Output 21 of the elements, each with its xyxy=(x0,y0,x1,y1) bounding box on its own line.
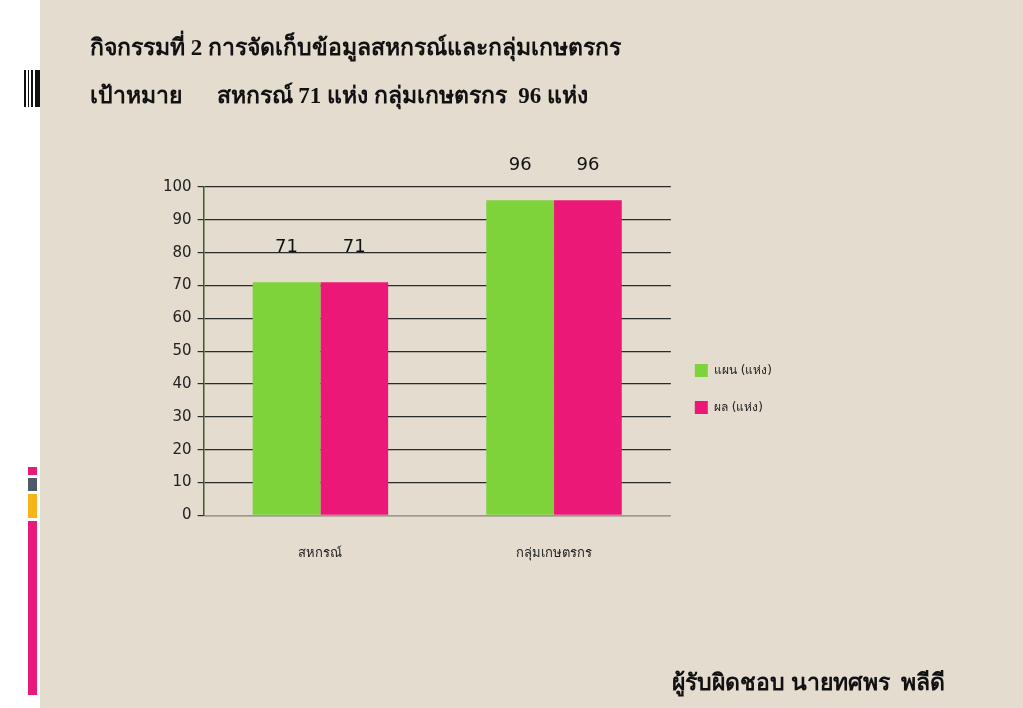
data-label: 71 xyxy=(275,234,299,256)
chart-subtitle: เป้าหมาย สหกรณ์ 71 แห่ง กลุ่มเกษตรกร 96 แห่ง xyxy=(90,82,588,110)
x-tick-label: สหกรณ์ xyxy=(298,544,343,560)
y-tick-label: 60 xyxy=(172,308,192,327)
data-label: 96 xyxy=(576,152,600,174)
data-label: 96 xyxy=(508,152,532,174)
y-tick-label: 100 xyxy=(162,176,192,195)
y-tick-label: 0 xyxy=(182,505,192,524)
y-tick-label: 50 xyxy=(172,341,192,360)
legend-label: แผน (แห่ง) xyxy=(713,362,773,377)
y-tick-label: 20 xyxy=(172,439,192,458)
y-tick-label: 80 xyxy=(172,242,192,261)
text: ผู้รับผิดชอบ นายทศพร พลีดี xyxy=(671,669,945,699)
x-tick-label: กลุ่มเกษตรกร xyxy=(516,544,593,561)
data-label: 71 xyxy=(342,234,366,256)
y-tick-label: 30 xyxy=(172,406,192,425)
y-tick-label: 70 xyxy=(172,275,192,294)
y-tick-label: 90 xyxy=(172,209,192,228)
legend-label: ผล (แห่ง) xyxy=(713,399,764,414)
y-tick-label: 40 xyxy=(172,373,192,392)
y-tick-label: 10 xyxy=(172,472,192,491)
